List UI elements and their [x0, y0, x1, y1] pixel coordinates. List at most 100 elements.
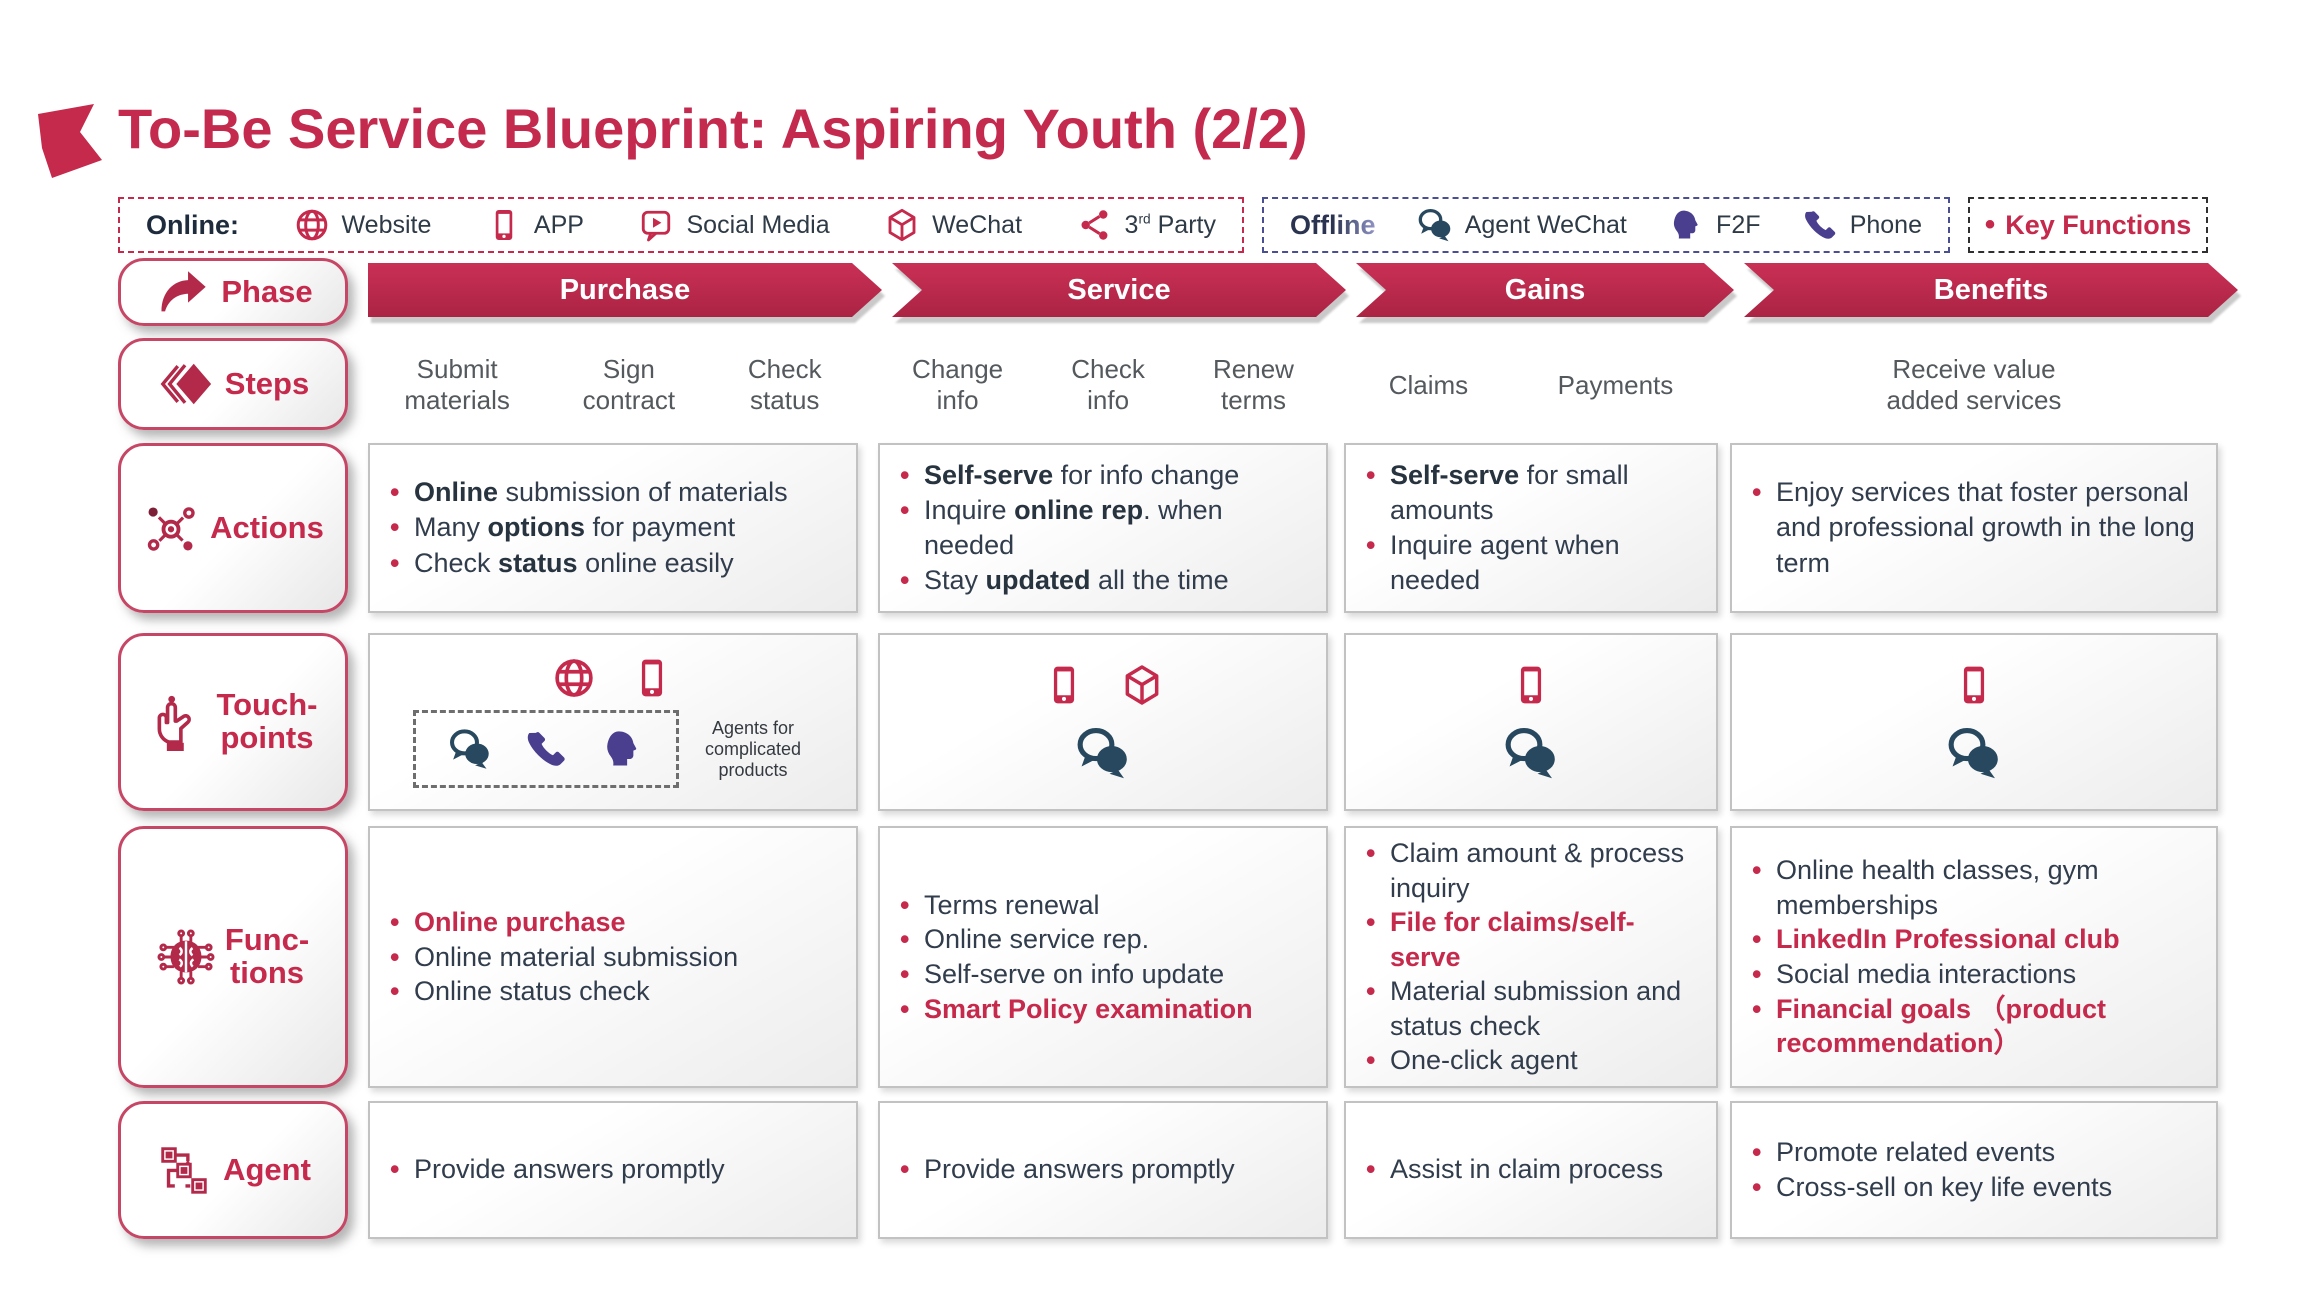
- phase-arrow-benefits: Benefits: [1744, 263, 2238, 317]
- agent-wechat-icon: [1075, 725, 1131, 781]
- phase-arrow-label: Benefits: [1933, 273, 2049, 306]
- bullet-dot: •: [1752, 993, 1762, 1024]
- legend-item: 3rd Party: [1077, 207, 1216, 243]
- step-label: Sign contract: [582, 354, 676, 415]
- touchpoints-cell-benefits: [1730, 633, 2218, 811]
- bullet-dot: •: [390, 547, 400, 578]
- functions-cell-service: • Terms renewal • Online service rep. • Self-…: [878, 826, 1328, 1088]
- bullet-item: • Social media interactions: [1752, 957, 2196, 992]
- bullet-dot: •: [900, 924, 910, 955]
- bullet-text: Terms renewal: [924, 889, 1100, 920]
- row-label-steps: Steps: [118, 338, 348, 430]
- bullet-text: Material submission and status check: [1390, 976, 1682, 1041]
- bullet-dot: •: [1366, 1154, 1376, 1185]
- touchpoints-cell-service: [878, 633, 1328, 811]
- bullet-text: Financial goals （product recommendation）: [1776, 993, 2107, 1059]
- legend-item-label: WeChat: [932, 210, 1023, 239]
- bullet-item: • Provide answers promptly: [900, 1152, 1306, 1187]
- bullet-text: One-click agent: [1390, 1045, 1578, 1076]
- agents-caption: Agents for complicated products: [704, 718, 802, 780]
- legend-item-label: APP: [533, 210, 584, 239]
- bullet-item: • Provide answers promptly: [390, 1152, 836, 1187]
- legend-online-label: Online:: [146, 209, 239, 240]
- row-label-agent: Agent: [118, 1101, 348, 1239]
- row-label-phase-text: Phase: [221, 273, 313, 309]
- share-icon: [1077, 207, 1113, 243]
- globe-icon: [294, 207, 330, 243]
- agent-wechat-icon: [1417, 207, 1453, 243]
- bullet-text: Online status check: [414, 976, 650, 1007]
- touchpoints-cell-purchase: Agents for complicated products: [368, 633, 858, 811]
- legend-online: Online: Website APP Social Media WeChat 3rd …: [118, 197, 1244, 253]
- bullet-item: • Self-serve for small amounts: [1366, 458, 1696, 528]
- key-functions-label: Key Functions: [2005, 209, 2192, 240]
- touchpoints-agents-row: Agents for complicated products: [384, 710, 842, 789]
- bullet-item: • Promote related events: [1752, 1135, 2196, 1170]
- bullet-item: • Enjoy services that foster personal and…: [1752, 475, 2196, 580]
- step-label: Change info: [912, 354, 1004, 415]
- row-label-actions-text: Actions: [210, 509, 324, 545]
- legend-item: WeChat: [884, 207, 1022, 243]
- bullet-text: Provide answers promptly: [414, 1154, 725, 1185]
- row-label-functions: Func- tions: [118, 826, 348, 1088]
- row-label-steps-text: Steps: [224, 365, 310, 401]
- bullet-text: Online purchase: [414, 907, 626, 938]
- row-label-actions: Actions: [118, 443, 348, 613]
- cube-icon: [1120, 663, 1164, 707]
- row-label-touchpoints-text: Touch- points: [216, 687, 318, 755]
- bullet-dot: •: [1366, 838, 1376, 869]
- touchpoints-offline-icons: [1360, 725, 1702, 781]
- legend-item: APP: [486, 207, 584, 243]
- mobile-icon: [1042, 663, 1086, 707]
- bullet-item: • Self-serve for info change: [900, 458, 1306, 493]
- row-label-phase: Phase: [118, 258, 348, 326]
- bullet-dot: •: [390, 941, 400, 972]
- bullet-item: • Stay updated all the time: [900, 563, 1306, 598]
- bullet-dot: •: [1366, 459, 1376, 490]
- bullet-dot: •: [390, 477, 400, 508]
- legend-item: F2F: [1668, 207, 1761, 243]
- cube-icon: [884, 207, 920, 243]
- step-label: Claims: [1388, 369, 1469, 400]
- touchpoints-online-icons: [894, 663, 1312, 707]
- bullet-dot: •: [900, 459, 910, 490]
- actions-cell-purchase: • Online submission of materials • Many opt…: [368, 443, 858, 613]
- steps-diamond-icon: [157, 355, 215, 413]
- legend-item: Social Media: [638, 207, 830, 243]
- functions-cell-purchase: • Online purchase • Online material submiss…: [368, 826, 858, 1088]
- steps-service: Change info Check info Renew terms: [878, 340, 1328, 430]
- step-label: Receive value added services: [1886, 354, 2062, 415]
- bullet-text: Online service rep.: [924, 924, 1150, 955]
- bullet-dot: •: [1366, 976, 1376, 1007]
- bullet-item: • Online service rep.: [900, 922, 1306, 957]
- bullet-item: • One-click agent: [1366, 1043, 1696, 1078]
- legend-item-label: Website: [341, 210, 432, 239]
- bullet-item: • Check status online easily: [390, 546, 836, 581]
- legend-item: Website: [294, 207, 432, 243]
- bullet-item: • LinkedIn Professional club: [1752, 922, 2196, 957]
- bullet-dot: •: [900, 993, 910, 1024]
- bullet-item: • Assist in claim process: [1366, 1152, 1696, 1187]
- legend-offline-label: Offline: [1290, 209, 1376, 240]
- phase-arrow-label: Service: [1067, 273, 1171, 306]
- bullet-item: • Material submission and status check: [1366, 974, 1696, 1043]
- bullet-item: • Online purchase: [390, 905, 836, 940]
- bullet-dot: •: [900, 959, 910, 989]
- bullet-dot: •: [1366, 907, 1376, 938]
- bullet-dot: •: [1752, 1172, 1762, 1202]
- row-label-agent-text: Agent: [223, 1151, 311, 1187]
- head-icon: [600, 727, 644, 771]
- bullet-text: Online submission of materials: [414, 477, 788, 508]
- step-label: Check status: [747, 354, 822, 415]
- agent-cell-benefits: • Promote related events • Cross-sell on ke…: [1730, 1101, 2218, 1239]
- page-title: To-Be Service Blueprint: Aspiring Youth …: [118, 97, 1308, 160]
- bullet-text: Inquire online rep. when needed: [924, 494, 1223, 560]
- bullet-dot: •: [1752, 477, 1762, 508]
- bullet-item: • Online submission of materials: [390, 475, 836, 510]
- row-label-touchpoints: Touch- points: [118, 633, 348, 811]
- legend-item-label: F2F: [1716, 210, 1761, 239]
- bullet-text: Stay updated all the time: [924, 565, 1229, 596]
- globe-icon: [552, 656, 596, 700]
- touchpoints-online-icons: [1360, 663, 1702, 707]
- bullet-item: • Online status check: [390, 974, 836, 1009]
